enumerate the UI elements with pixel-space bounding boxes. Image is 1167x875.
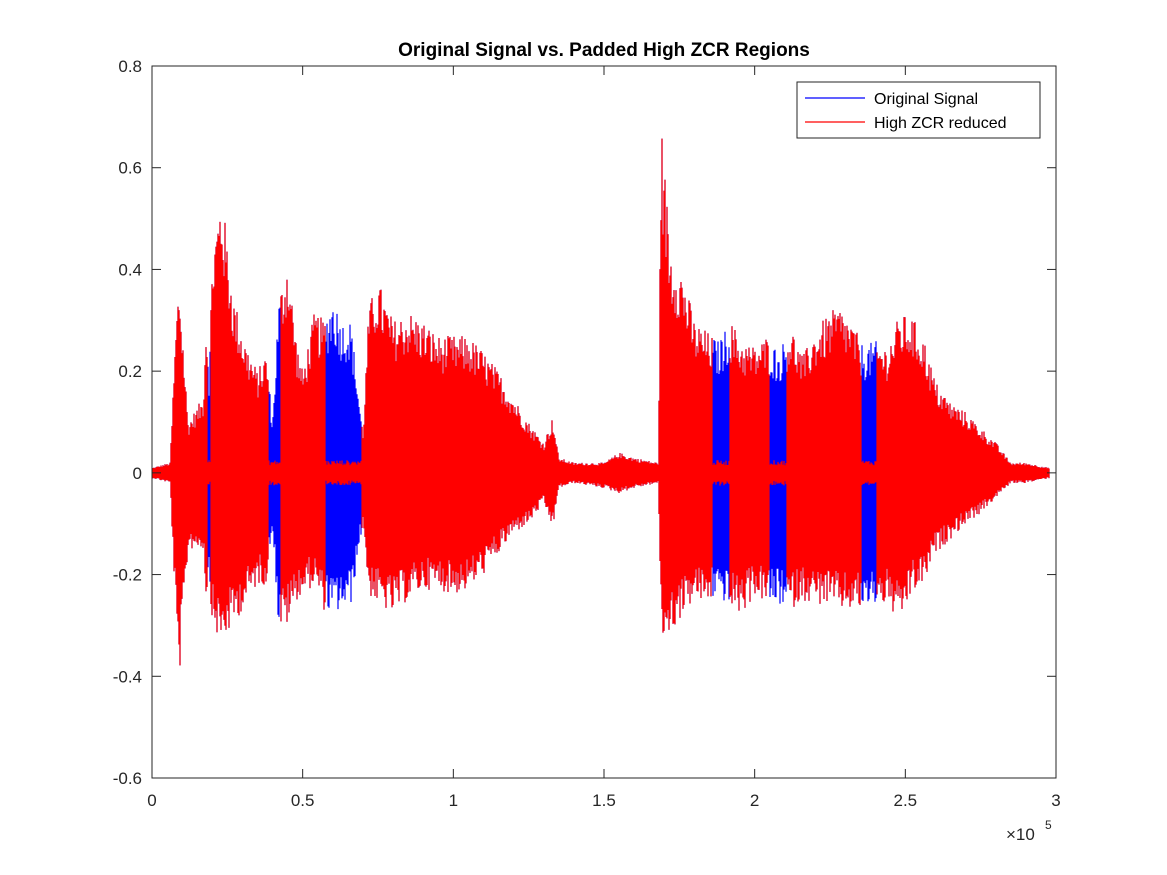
- x-tick-label: 1.5: [592, 791, 616, 810]
- x-tick-label: 0.5: [291, 791, 315, 810]
- y-tick-label: -0.2: [113, 566, 142, 585]
- x-tick-label: 2: [750, 791, 759, 810]
- y-tick-label: 0.8: [118, 57, 142, 76]
- x-tick-label: 3: [1051, 791, 1060, 810]
- y-tick-label: 0.6: [118, 159, 142, 178]
- y-tick-label: 0.2: [118, 362, 142, 381]
- y-tick-label: 0.4: [118, 260, 142, 279]
- series-line-high-zcr-reduced: [152, 138, 1050, 666]
- y-tick-label: -0.4: [113, 667, 142, 686]
- chart-title: Original Signal vs. Padded High ZCR Regi…: [398, 40, 810, 61]
- axis-tick-labels: 0 0.5 1 1.5 2 2.5 3 0.8 0.6 0.4 0.2 0 -0.2 -0.4 -0.6: [113, 57, 1061, 810]
- axis-ticks: [151, 65, 1057, 779]
- plot-area: [152, 138, 1050, 666]
- x-exponent-power: 5: [1045, 818, 1052, 832]
- y-tick-label: -0.6: [113, 769, 142, 788]
- x-tick-label: 0: [147, 791, 156, 810]
- series-high-zcr-reduced: [152, 138, 1050, 666]
- x-tick-label: 1: [449, 791, 458, 810]
- x-axis-exponent: ×10 5: [1006, 818, 1052, 844]
- legend-label-original-signal: Original Signal: [874, 91, 978, 108]
- y-tick-label: 0: [133, 464, 142, 483]
- legend-label-high-zcr-reduced: High ZCR reduced: [874, 115, 1007, 132]
- legend: Original Signal High ZCR reduced: [796, 81, 1041, 139]
- x-exponent-base: ×10: [1006, 825, 1035, 844]
- x-tick-label: 2.5: [894, 791, 918, 810]
- legend-box: [796, 81, 1041, 139]
